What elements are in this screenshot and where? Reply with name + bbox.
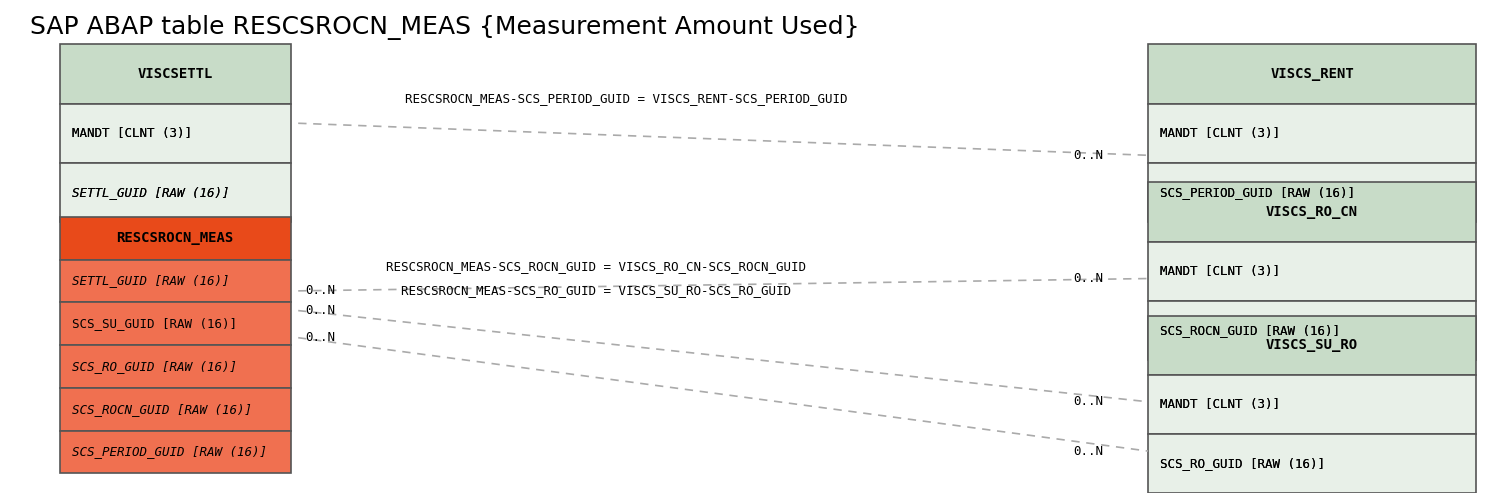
Text: SETTL_GUID [RAW (16)]: SETTL_GUID [RAW (16)] — [72, 275, 230, 287]
Text: 0..N: 0..N — [1074, 272, 1103, 285]
FancyBboxPatch shape — [60, 217, 291, 260]
Text: MANDT [CLNT (3)]: MANDT [CLNT (3)] — [72, 127, 191, 140]
Text: VISCS_RO_CN: VISCS_RO_CN — [1266, 205, 1358, 219]
Text: 0..N: 0..N — [1074, 445, 1103, 458]
Text: RESCSROCN_MEAS-SCS_PERIOD_GUID = VISCS_RENT-SCS_PERIOD_GUID: RESCSROCN_MEAS-SCS_PERIOD_GUID = VISCS_R… — [406, 92, 847, 105]
Text: 0..N: 0..N — [306, 331, 335, 344]
Text: 0..N: 0..N — [306, 284, 335, 297]
Text: SCS_RO_GUID [RAW (16)]: SCS_RO_GUID [RAW (16)] — [72, 360, 237, 373]
Text: VISCS_RENT: VISCS_RENT — [1270, 67, 1354, 81]
Text: SETTL_GUID [RAW (16)]: SETTL_GUID [RAW (16)] — [72, 186, 230, 199]
Text: 0..N: 0..N — [1074, 149, 1103, 162]
FancyBboxPatch shape — [1148, 163, 1476, 222]
FancyBboxPatch shape — [1148, 104, 1476, 163]
Text: VISCS_SU_RO: VISCS_SU_RO — [1266, 338, 1358, 352]
Text: MANDT [CLNT (3)]: MANDT [CLNT (3)] — [1160, 265, 1279, 278]
FancyBboxPatch shape — [1148, 301, 1476, 360]
Text: SCS_ROCN_GUID [RAW (16)]: SCS_ROCN_GUID [RAW (16)] — [1160, 324, 1340, 337]
Text: SAP ABAP table RESCSROCN_MEAS {Measurement Amount Used}: SAP ABAP table RESCSROCN_MEAS {Measureme… — [30, 15, 859, 40]
Text: MANDT [CLNT (3)]: MANDT [CLNT (3)] — [1160, 398, 1279, 411]
Text: RESCSROCN_MEAS-SCS_ROCN_GUID = VISCS_RO_CN-SCS_ROCN_GUID: RESCSROCN_MEAS-SCS_ROCN_GUID = VISCS_RO_… — [386, 260, 807, 273]
FancyBboxPatch shape — [60, 430, 291, 473]
Text: MANDT [CLNT (3)]: MANDT [CLNT (3)] — [1160, 265, 1279, 278]
FancyBboxPatch shape — [1148, 434, 1476, 493]
Text: SCS_ROCN_GUID [RAW (16)]: SCS_ROCN_GUID [RAW (16)] — [1160, 324, 1340, 337]
Text: RESCSROCN_MEAS-SCS_RO_GUID = VISCS_SU_RO-SCS_RO_GUID: RESCSROCN_MEAS-SCS_RO_GUID = VISCS_SU_RO… — [401, 284, 792, 297]
FancyBboxPatch shape — [1148, 182, 1476, 242]
Text: VISCSETTL: VISCSETTL — [137, 67, 213, 81]
Text: 0..N: 0..N — [1074, 395, 1103, 408]
Text: SCS_PERIOD_GUID [RAW (16)]: SCS_PERIOD_GUID [RAW (16)] — [72, 445, 267, 458]
Text: SCS_ROCN_GUID [RAW (16)]: SCS_ROCN_GUID [RAW (16)] — [72, 403, 252, 416]
FancyBboxPatch shape — [1148, 316, 1476, 375]
Text: SCS_PERIOD_GUID [RAW (16)]: SCS_PERIOD_GUID [RAW (16)] — [1160, 186, 1355, 199]
Text: RESCSROCN_MEAS: RESCSROCN_MEAS — [116, 231, 234, 246]
Text: SETTL_GUID [RAW (16)]: SETTL_GUID [RAW (16)] — [72, 186, 230, 199]
FancyBboxPatch shape — [1148, 44, 1476, 104]
Text: 0..N: 0..N — [306, 304, 335, 317]
FancyBboxPatch shape — [60, 302, 291, 345]
FancyBboxPatch shape — [1148, 242, 1476, 301]
Text: MANDT [CLNT (3)]: MANDT [CLNT (3)] — [72, 127, 191, 140]
FancyBboxPatch shape — [60, 104, 291, 163]
FancyBboxPatch shape — [1148, 375, 1476, 434]
FancyBboxPatch shape — [60, 44, 291, 104]
FancyBboxPatch shape — [60, 388, 291, 430]
Text: SCS_PERIOD_GUID [RAW (16)]: SCS_PERIOD_GUID [RAW (16)] — [1160, 186, 1355, 199]
Text: SCS_RO_GUID [RAW (16)]: SCS_RO_GUID [RAW (16)] — [1160, 457, 1325, 470]
Text: MANDT [CLNT (3)]: MANDT [CLNT (3)] — [1160, 127, 1279, 140]
Text: SCS_SU_GUID [RAW (16)]: SCS_SU_GUID [RAW (16)] — [72, 317, 237, 330]
Text: SCS_RO_GUID [RAW (16)]: SCS_RO_GUID [RAW (16)] — [1160, 457, 1325, 470]
FancyBboxPatch shape — [60, 345, 291, 388]
FancyBboxPatch shape — [60, 260, 291, 302]
Text: MANDT [CLNT (3)]: MANDT [CLNT (3)] — [1160, 398, 1279, 411]
Text: MANDT [CLNT (3)]: MANDT [CLNT (3)] — [1160, 127, 1279, 140]
FancyBboxPatch shape — [60, 163, 291, 222]
